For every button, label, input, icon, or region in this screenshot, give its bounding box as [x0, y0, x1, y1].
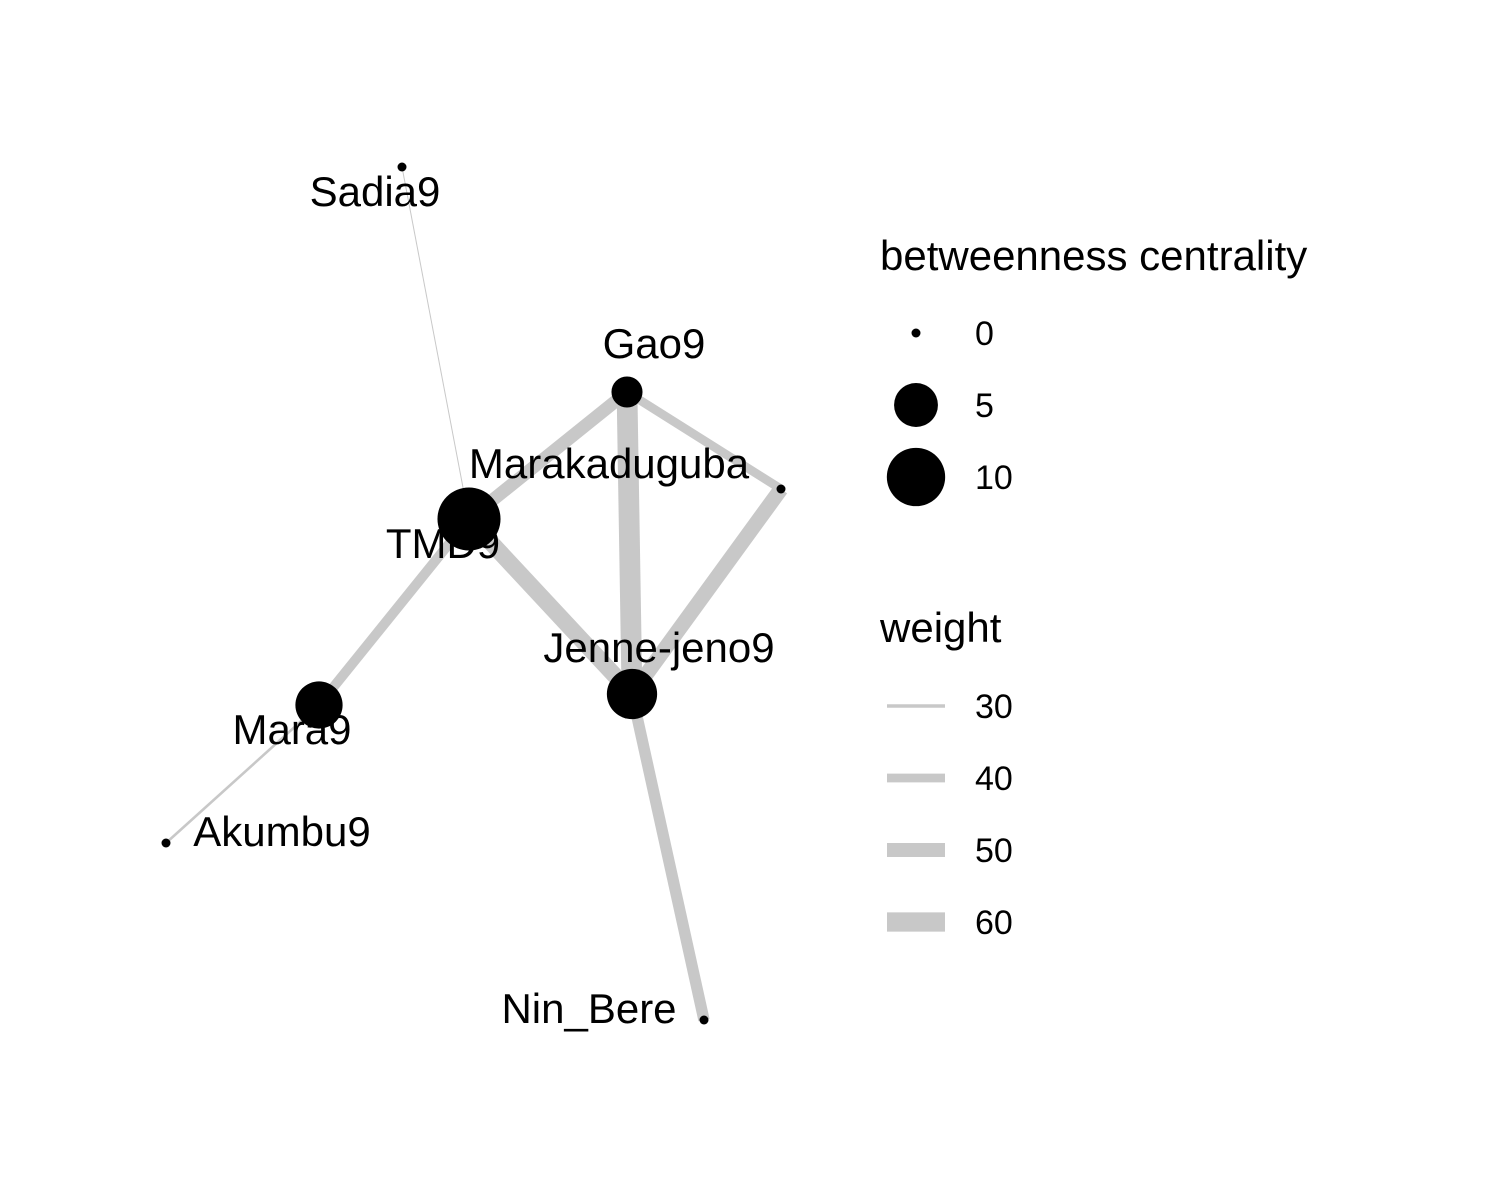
- legend-size-key-0: [911, 328, 921, 338]
- edges-layer: [165, 166, 788, 1022]
- node-label-jenne-jeno9: Jenne-jeno9: [543, 624, 774, 671]
- node-label-sadia9: Sadia9: [310, 168, 441, 215]
- node-label-nin-bere: Nin_Bere: [501, 985, 676, 1032]
- edge-tmd9-mara9: [315, 515, 473, 709]
- legend-size-label-0: 0: [975, 315, 994, 353]
- node-label-tmd9: TMD9: [386, 520, 500, 567]
- node-mara9: [295, 681, 343, 729]
- node-label-mara9: Mara9: [232, 706, 351, 753]
- legend-size-label-10: 10: [975, 459, 1013, 497]
- legend-width-items: 30 40 50 60: [887, 688, 1013, 942]
- edge-gao9-jenne-jeno9: [616, 391, 643, 695]
- nodes-layer: [161, 162, 786, 1025]
- edge-jenne-jeno9-nin-bere: [626, 692, 710, 1022]
- legend-size-key-10: [886, 447, 946, 507]
- node-label-akumbu9: Akumbu9: [193, 808, 370, 855]
- legend-size-key-5: [894, 383, 938, 427]
- edge-tmd9-jenne-jeno9: [462, 513, 639, 700]
- labels-layer: Sadia9 Gao9 Marakaduguba TMD9 Jenne-jeno9 Mar…: [193, 168, 774, 1032]
- edge-tmd9-gao9: [464, 386, 632, 525]
- legend-width-label-50: 50: [975, 832, 1013, 870]
- legend-width-label-60: 60: [975, 904, 1013, 942]
- legend-width-label-30: 30: [975, 688, 1013, 726]
- legend-size-items: 0 5 10: [886, 315, 1013, 507]
- legend-width-label-40: 40: [975, 760, 1013, 798]
- legend: betweenness centrality 0 5 10 weight 30 40 5…: [879, 232, 1307, 942]
- node-jenne-jeno9: [606, 668, 658, 720]
- edge-sadia9-tmd9: [401, 166, 470, 520]
- edge-mara9-akumbu9: [165, 704, 320, 844]
- node-gao9: [611, 376, 643, 408]
- node-label-marakaduguba: Marakaduguba: [469, 440, 750, 487]
- legend-weight-title: weight: [879, 604, 1002, 651]
- legend-size-label-5: 5: [975, 387, 994, 425]
- node-label-gao9: Gao9: [603, 320, 706, 367]
- node-sadia9: [397, 162, 407, 172]
- node-nin-bere: [699, 1015, 709, 1025]
- legend-size-title: betweenness centrality: [880, 232, 1307, 279]
- edge-gao9-marakaduguba: [624, 388, 784, 493]
- node-akumbu9: [161, 838, 171, 848]
- node-tmd9: [437, 487, 501, 551]
- edge-marakaduguba-jenne-jeno9: [625, 484, 788, 699]
- node-marakaduguba: [776, 484, 786, 494]
